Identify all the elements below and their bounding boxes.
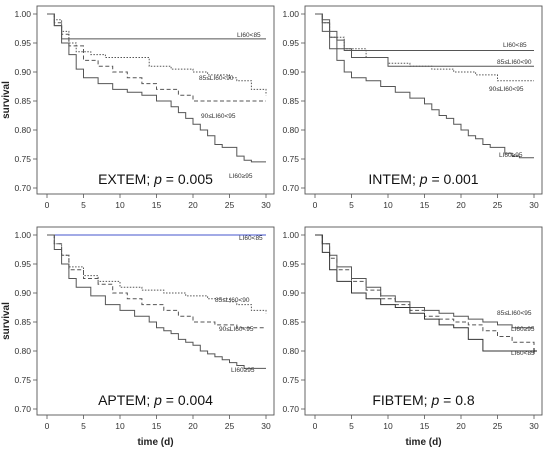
x-tick-label: 25 bbox=[493, 421, 503, 431]
x-axis-title: time (d) bbox=[405, 437, 441, 448]
y-axis-title: survival bbox=[1, 81, 12, 119]
y-tick-label: 0.95 bbox=[282, 38, 299, 48]
series-label-85-li60-95: 85≤LI60<95 bbox=[497, 310, 532, 317]
y-tick-label: 0.90 bbox=[282, 288, 299, 298]
x-tick-label: 20 bbox=[188, 421, 198, 431]
panel-aptem: 0.70 0.75 0.80 0.85 0.90 0.95 1.00 0 5 10 15 20 25 30… bbox=[1, 226, 275, 448]
y-tick-label: 0.80 bbox=[14, 125, 31, 135]
series-label-90-li60-95: 90≤LI60<95 bbox=[489, 86, 524, 93]
x-tick-label: 25 bbox=[225, 421, 235, 431]
series-label-li60-85: LI60<85 bbox=[237, 32, 261, 39]
x-tick-label: 20 bbox=[456, 421, 466, 431]
y-tick-label: 0.75 bbox=[14, 375, 31, 385]
series-curve-85-li60-90 bbox=[47, 13, 267, 96]
series-label-li60-85: LI60<85 bbox=[239, 235, 263, 242]
series-label-li60-95: LI60≥95 bbox=[231, 367, 255, 374]
series-label-85-li60-90: 85≤LI60<90 bbox=[199, 75, 234, 82]
x-tick-label: 10 bbox=[383, 200, 393, 210]
x-tick-label: 10 bbox=[115, 200, 125, 210]
y-axis-title: survival bbox=[1, 302, 12, 340]
x-tick-label: 5 bbox=[349, 421, 354, 431]
panel-title: EXTEM; p = 0.005 bbox=[98, 171, 213, 187]
x-tick-label: 10 bbox=[383, 421, 393, 431]
panel-title: FIBTEM; p = 0.8 bbox=[372, 392, 475, 408]
y-tick-label: 0.80 bbox=[282, 346, 299, 356]
x-tick-label: 10 bbox=[115, 421, 125, 431]
series-curve-90-li60-95 bbox=[47, 234, 266, 329]
y-tick-label: 0.80 bbox=[282, 125, 299, 135]
x-tick-label: 0 bbox=[313, 200, 318, 210]
x-tick-label: 25 bbox=[225, 200, 235, 210]
series-curve-li60-95 bbox=[47, 13, 266, 163]
x-tick-label: 25 bbox=[493, 200, 503, 210]
y-tick-label: 0.75 bbox=[14, 154, 31, 164]
x-tick-label: 15 bbox=[420, 421, 430, 431]
x-tick-label: 30 bbox=[529, 200, 539, 210]
plot-frame bbox=[304, 226, 543, 416]
y-tick-label: 0.90 bbox=[14, 67, 31, 77]
x-tick-label: 5 bbox=[81, 421, 86, 431]
y-tick-label: 0.70 bbox=[14, 404, 31, 414]
series-curve-li60-95 bbox=[315, 13, 534, 159]
y-tick-label: 0.90 bbox=[14, 288, 31, 298]
y-tick-label: 0.70 bbox=[282, 404, 299, 414]
x-tick-label: 5 bbox=[349, 200, 354, 210]
x-tick-label: 15 bbox=[152, 421, 162, 431]
x-axis-title: time (d) bbox=[137, 437, 173, 448]
series-label-85-li60-90: 85≤LI60<90 bbox=[497, 59, 532, 66]
panel-title: INTEM; p = 0.001 bbox=[368, 171, 478, 187]
series-curve-li60-85 bbox=[315, 234, 534, 352]
series-label-li60-95: LI60≥95 bbox=[511, 326, 535, 333]
series-label-85-li60-90: 85≤LI60<90 bbox=[215, 297, 250, 304]
y-tick-label: 0.95 bbox=[282, 259, 299, 269]
panel-title: APTEM; p = 0.004 bbox=[98, 392, 213, 408]
y-tick-label: 0.70 bbox=[282, 183, 299, 193]
x-tick-label: 0 bbox=[313, 421, 318, 431]
x-tick-label: 15 bbox=[420, 200, 430, 210]
panel-fibtem: 0.70 0.75 0.80 0.85 0.90 0.95 1.00 0 5 10 15 20 25 30… bbox=[282, 226, 543, 448]
series-label-li60-95: LI60≥95 bbox=[499, 152, 523, 159]
y-tick-label: 1.00 bbox=[282, 9, 299, 19]
plot-frame bbox=[36, 5, 275, 195]
y-tick-label: 0.85 bbox=[282, 96, 299, 106]
x-tick-label: 20 bbox=[188, 200, 198, 210]
x-tick-label: 15 bbox=[152, 200, 162, 210]
y-tick-label: 1.00 bbox=[14, 230, 31, 240]
y-tick-label: 0.85 bbox=[14, 96, 31, 106]
panel-extem: 0.70 0.75 0.80 0.85 0.90 0.95 1.00 0 5 10 15 20 25 30… bbox=[1, 5, 275, 210]
series-label-90-li60-95: 90≤LI60<95 bbox=[201, 113, 236, 120]
series-label-90-li60-95: 90≤LI60<95 bbox=[219, 326, 254, 333]
series-label-li60-95: LI60≥95 bbox=[229, 173, 253, 180]
series-label-li60-85: LI60<85 bbox=[503, 42, 527, 49]
y-tick-label: 0.70 bbox=[14, 183, 31, 193]
y-tick-label: 0.85 bbox=[282, 317, 299, 327]
series-label-li60-85: LI60<85 bbox=[511, 350, 535, 357]
panel-intem: 0.70 0.75 0.80 0.85 0.90 0.95 1.00 0 5 10 15 20 25 30… bbox=[282, 5, 543, 210]
y-tick-label: 0.95 bbox=[14, 38, 31, 48]
y-tick-label: 0.75 bbox=[282, 154, 299, 164]
x-tick-label: 30 bbox=[529, 421, 539, 431]
x-tick-label: 30 bbox=[261, 421, 271, 431]
y-tick-label: 0.75 bbox=[282, 375, 299, 385]
y-tick-label: 0.90 bbox=[282, 67, 299, 77]
y-tick-label: 0.85 bbox=[14, 317, 31, 327]
x-tick-label: 30 bbox=[261, 200, 271, 210]
x-tick-label: 0 bbox=[45, 421, 50, 431]
y-tick-label: 1.00 bbox=[14, 9, 31, 19]
y-tick-label: 1.00 bbox=[282, 230, 299, 240]
x-tick-label: 20 bbox=[456, 200, 466, 210]
plot-frame bbox=[36, 226, 275, 416]
x-tick-label: 5 bbox=[81, 200, 86, 210]
plot-frame bbox=[304, 5, 543, 195]
y-tick-label: 0.95 bbox=[14, 259, 31, 269]
series-curve-li60-95 bbox=[47, 234, 266, 369]
x-tick-label: 0 bbox=[45, 200, 50, 210]
series-curve-90-li60-95 bbox=[315, 13, 534, 82]
y-tick-label: 0.80 bbox=[14, 346, 31, 356]
